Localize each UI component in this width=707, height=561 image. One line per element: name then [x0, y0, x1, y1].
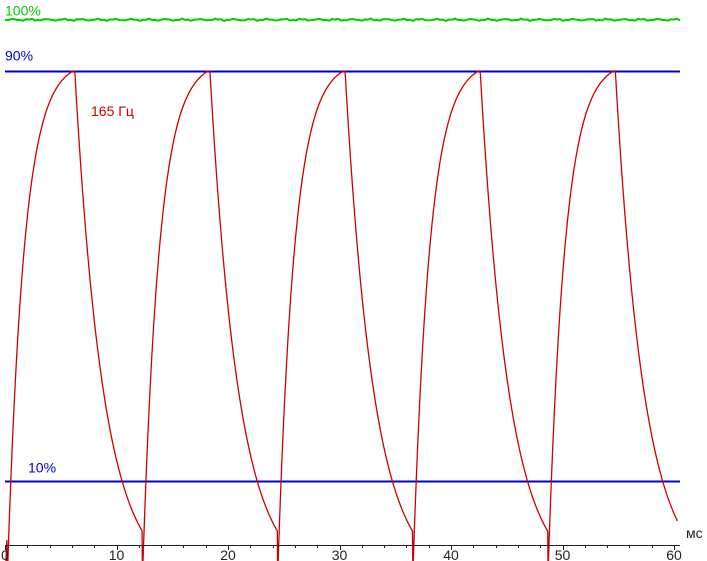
reference-label-90: 90% — [5, 48, 33, 64]
series-label-165hz: 165 Гц — [91, 103, 134, 119]
series-line-165hz — [5, 70, 678, 561]
x-axis-ticks: 0 10 20 30 40 50 60 — [1, 545, 682, 561]
x-axis-unit: мс — [686, 525, 703, 541]
reference-label-10: 10% — [28, 460, 56, 476]
x-axis-tick-label: 60 — [666, 547, 682, 561]
reference-label-100: 100% — [5, 3, 41, 19]
x-axis-tick-label: 20 — [220, 547, 236, 561]
x-axis-tick-label: 50 — [555, 547, 571, 561]
x-axis-tick-label: 10 — [109, 547, 125, 561]
x-axis-tick-label: 0 — [1, 547, 9, 561]
x-axis-tick-label: 40 — [443, 547, 459, 561]
x-axis-tick-label: 30 — [332, 547, 348, 561]
reference-line-100 — [4, 17, 681, 23]
